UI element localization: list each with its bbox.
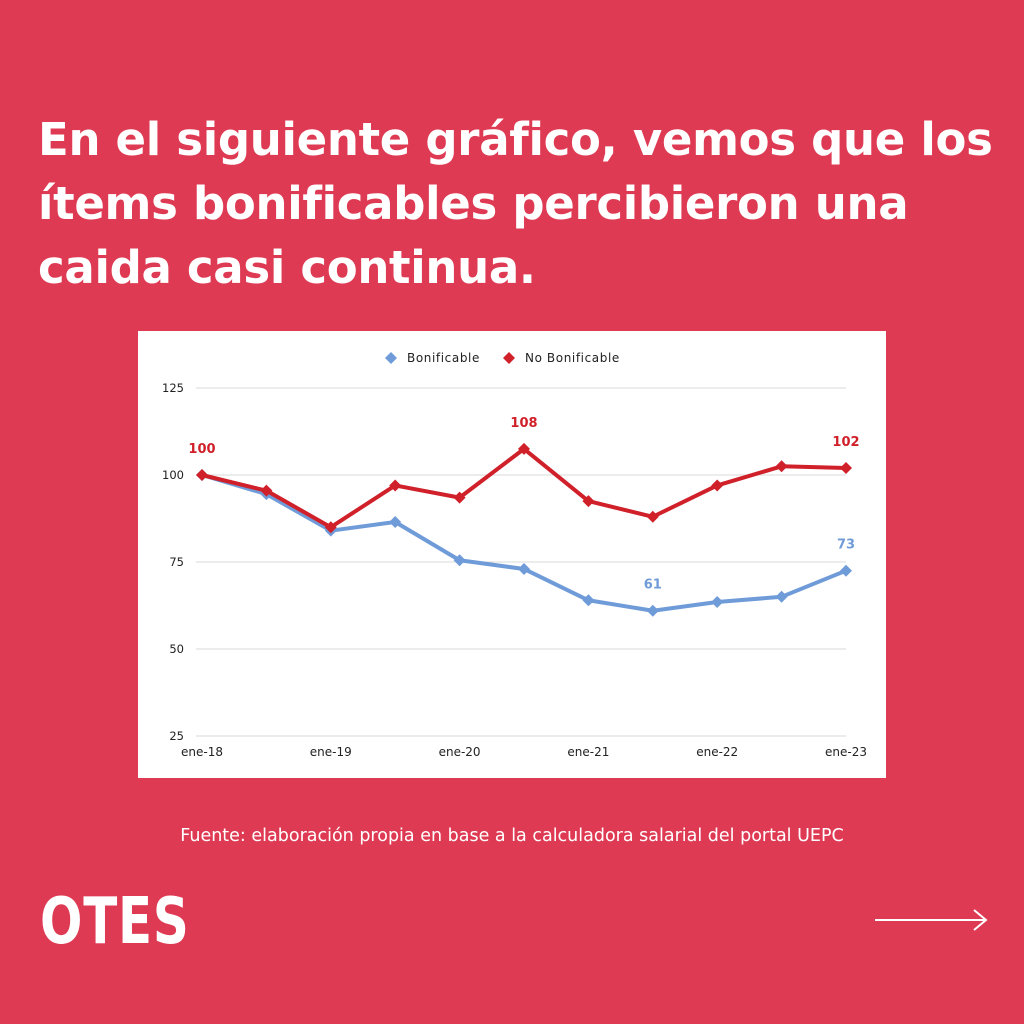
data-point	[518, 442, 530, 455]
data-point	[646, 604, 659, 617]
data-point	[260, 484, 273, 497]
data-point	[775, 590, 788, 603]
y-axis: 25 50 75 100 125	[162, 381, 184, 743]
x-tick-label: ene-23	[825, 745, 867, 759]
chart-svg: Bonificable No Bonificable 25 50 75 100 125 e…	[162, 351, 867, 759]
source-note: Fuente: elaboración propia en base a la …	[180, 826, 844, 846]
x-axis: ene-18 ene-19 ene-20 ene-21 ene-22 ene-23	[181, 745, 867, 759]
x-tick-label: ene-19	[310, 745, 352, 759]
data-point	[582, 594, 595, 607]
y-tick-label: 100	[162, 468, 184, 482]
data-point	[840, 564, 852, 577]
x-tick-label: ene-18	[181, 745, 223, 759]
data-point	[453, 491, 466, 504]
series-no-bonificable: 100 108 102	[188, 416, 860, 534]
legend-label: Bonificable	[407, 351, 480, 365]
data-point	[518, 562, 530, 575]
series-bonificable: 61 73	[196, 469, 855, 617]
data-point	[711, 479, 724, 492]
x-tick-label: ene-20	[439, 745, 481, 759]
chart-series: 61 73 100 108 102	[188, 416, 860, 617]
series-line	[200, 446, 848, 530]
data-point	[453, 554, 466, 567]
y-tick-label: 25	[169, 729, 184, 743]
data-label: 108	[510, 416, 537, 431]
data-point	[324, 521, 337, 534]
legend-marker	[503, 352, 515, 364]
data-point	[196, 469, 208, 481]
legend-label: No Bonificable	[525, 351, 620, 365]
data-point	[840, 462, 852, 475]
data-point	[711, 596, 724, 609]
data-point	[582, 495, 595, 508]
arrow-right-icon[interactable]	[873, 906, 991, 934]
y-tick-label: 75	[169, 555, 184, 569]
y-tick-label: 125	[162, 381, 184, 395]
data-label: 73	[837, 538, 855, 553]
x-tick-label: ene-21	[567, 745, 609, 759]
headline: En el siguiente gráfico, vemos que los í…	[38, 113, 993, 294]
data-point	[389, 479, 402, 492]
y-tick-label: 50	[169, 642, 184, 656]
data-point	[775, 460, 788, 473]
data-label: 102	[832, 435, 859, 450]
line-chart: Bonificable No Bonificable 25 50 75 100 125 e…	[138, 331, 886, 778]
data-point	[646, 510, 659, 523]
chart-legend: Bonificable No Bonificable	[385, 351, 620, 365]
x-tick-label: ene-22	[696, 745, 738, 759]
legend-marker	[385, 352, 397, 364]
otes-logo: OTES	[40, 885, 190, 959]
data-label: 61	[644, 578, 662, 593]
next-arrow-svg[interactable]	[873, 906, 991, 934]
data-point	[389, 515, 402, 528]
data-label: 100	[188, 442, 215, 457]
series-line	[200, 473, 848, 613]
chart-grid	[196, 387, 846, 737]
